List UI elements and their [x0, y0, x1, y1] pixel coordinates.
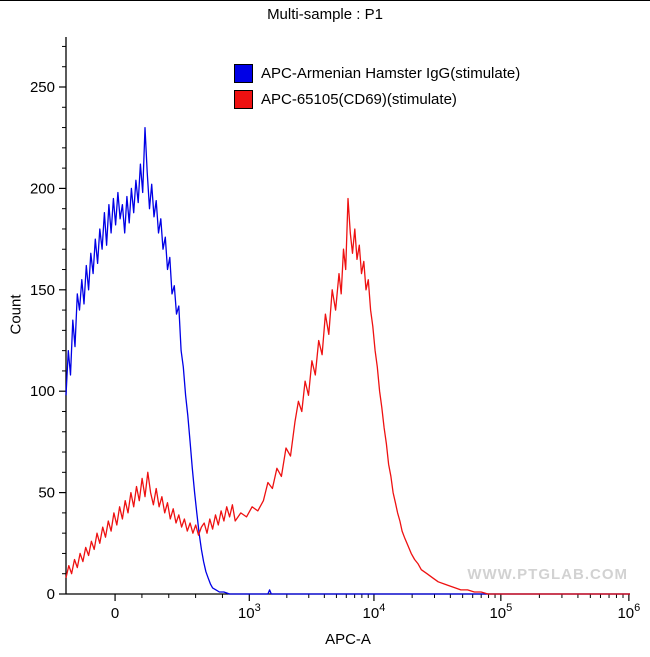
y-axis-label: Count	[7, 294, 25, 335]
legend-label-cd69: APC-65105(CD69)(stimulate)	[261, 90, 457, 108]
legend-swatch-red	[234, 89, 253, 109]
legend-item-cd69: APC-65105(CD69)(stimulate)	[234, 86, 520, 112]
page-title: Multi-sample : P1	[267, 6, 383, 23]
y-tick-label: 150	[30, 282, 55, 299]
legend-item-igg: APC-Armenian Hamster IgG(stimulate)	[234, 60, 520, 86]
legend-swatch-blue	[234, 63, 253, 83]
y-tick-label: 50	[38, 485, 55, 502]
y-tick-label: 100	[30, 383, 55, 400]
x-tick-label: 106	[617, 602, 640, 622]
trace-cd69	[65, 197, 630, 595]
x-tick-label: 104	[363, 602, 386, 622]
y-tick-label: 0	[47, 586, 55, 603]
x-tick-label: 103	[238, 602, 261, 622]
legend: APC-Armenian Hamster IgG(stimulate) APC-…	[234, 60, 520, 112]
legend-label-igg: APC-Armenian Hamster IgG(stimulate)	[261, 64, 521, 82]
y-tick-label: 250	[30, 79, 55, 96]
y-tick-label: 200	[30, 180, 55, 197]
trace-igg	[65, 126, 630, 595]
x-tick-label: 0	[111, 605, 119, 622]
watermark: WWW.PTGLAB.COM	[467, 566, 628, 583]
x-tick-label: 105	[489, 602, 512, 622]
x-axis-label: APC-A	[325, 631, 371, 648]
